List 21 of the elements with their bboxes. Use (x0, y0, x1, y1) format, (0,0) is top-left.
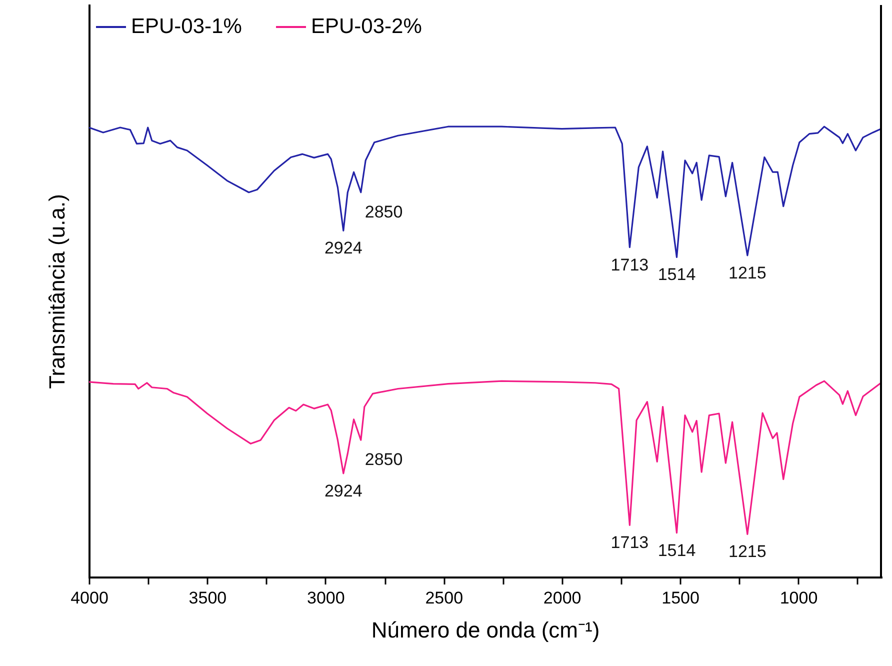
legend-label: EPU-03-2% (311, 15, 422, 38)
annotation: 2850 (364, 202, 403, 222)
annotation: 1514 (658, 540, 696, 560)
annotation: 1215 (728, 263, 766, 282)
annotation: 2850 (364, 450, 403, 470)
annotation: 1713 (610, 255, 649, 274)
x-axis-title: Número de onda (cm⁻¹) (371, 618, 600, 642)
annotation: 1215 (728, 542, 766, 562)
x-tick-label: 2000 (543, 588, 582, 608)
x-tick-label: 3000 (307, 588, 345, 608)
x-tick-label: 4000 (70, 588, 108, 608)
annotation: 2924 (324, 238, 362, 258)
annotation: 1713 (610, 533, 649, 552)
x-tick-label: 2500 (425, 588, 464, 608)
annotation: 2924 (324, 481, 362, 500)
x-tick-label: 1500 (662, 588, 700, 608)
legend-label: EPU-03-1% (131, 15, 242, 38)
x-tick-label: 3500 (188, 588, 227, 608)
x-tick-label: 1000 (780, 588, 818, 608)
annotation: 1514 (658, 265, 696, 284)
y-axis-title: Transmitância (u.a.) (44, 194, 70, 389)
